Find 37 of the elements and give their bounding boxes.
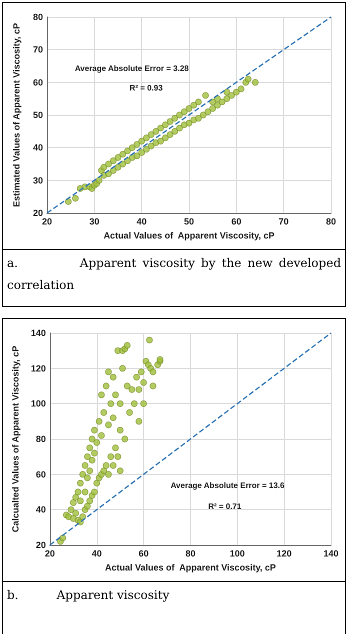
y-axis-title: Calcualted Values of Apparent Viscosity, cP [10,346,20,532]
y-tick-label: 60 [36,469,46,480]
x-tick-label: 60 [231,216,242,226]
annotation: R² = 0.71 [208,502,242,511]
y-tick-label: 60 [32,77,43,88]
x-axis-title: Actual Values of Apparent Viscosity, cP [104,230,274,240]
y-tick-label: 20 [36,540,46,550]
y-tick-label: 30 [32,175,43,186]
x-tick-label: 50 [184,216,194,226]
x-tick-label: 70 [278,216,289,226]
text: b. Apparent viscosity [3,581,345,634]
x-tick-label: 140 [323,548,339,558]
x-tick-label: 20 [44,548,55,558]
x-tick-label: 80 [185,548,196,558]
y-tick-label: 140 [30,328,46,338]
y-tick-label: 120 [30,363,46,374]
x-axis-title: Actual Values of Apparent Viscosity, cP [105,562,276,572]
x-tick-label: 80 [326,216,336,226]
y-tick-label: 80 [36,434,46,444]
text: a. Apparent viscosity by the new developed correlation [3,249,345,306]
x-tick-label: 30 [89,216,100,226]
y-tick-label: 100 [30,398,46,409]
y-tick-label: 20 [32,208,43,218]
annotation: Average Absolute Error = 13.6 [170,480,286,490]
x-tick-label: 40 [92,548,102,558]
y-tick-label: 80 [32,12,43,22]
annotation: Average Absolute Error = 3.28 [74,64,190,73]
y-axis-title: Estimated Values of Apparent Viscosity, cP [12,23,22,207]
x-tick-label: 60 [138,548,149,558]
x-tick-label: 100 [230,548,245,558]
x-tick-label: 120 [276,548,292,558]
y-tick-label: 50 [32,110,43,120]
y-tick-label: 70 [32,44,43,55]
x-tick-label: 40 [136,216,147,226]
annotation: R² = 0.93 [130,84,164,93]
y-tick-label: 40 [32,142,43,153]
y-tick-label: 40 [36,504,46,515]
